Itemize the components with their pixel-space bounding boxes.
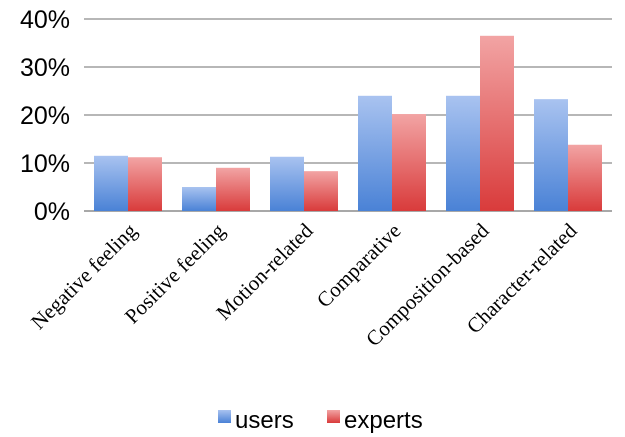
bar-users — [270, 156, 304, 211]
legend-label-experts: experts — [344, 407, 423, 434]
bar-users — [446, 95, 480, 211]
bar-users — [94, 155, 128, 211]
bar-experts — [128, 157, 162, 211]
legend-swatch-users — [218, 410, 231, 423]
legend-label-users: users — [235, 407, 294, 434]
y-tick-label: 40% — [20, 6, 70, 34]
bar-experts — [480, 35, 514, 211]
bar-experts — [304, 171, 338, 211]
y-tick-label: 30% — [20, 54, 70, 82]
bar-users — [182, 187, 216, 211]
legend-swatch-experts — [327, 410, 340, 423]
y-tick-label: 10% — [20, 150, 70, 178]
bar-users — [358, 95, 392, 211]
bar-experts — [216, 167, 250, 211]
y-tick-label: 0% — [34, 198, 70, 226]
legend: users experts — [218, 407, 423, 434]
bar-users — [534, 99, 568, 211]
bar-experts — [392, 114, 426, 211]
grid-lines — [84, 18, 612, 212]
y-tick-label: 20% — [20, 102, 70, 130]
bars — [94, 35, 602, 211]
bar-experts — [568, 144, 602, 211]
x-category-label: Comparative — [312, 219, 406, 313]
y-axis-tick-labels: 0% 10% 20% 30% 40% — [20, 6, 70, 226]
